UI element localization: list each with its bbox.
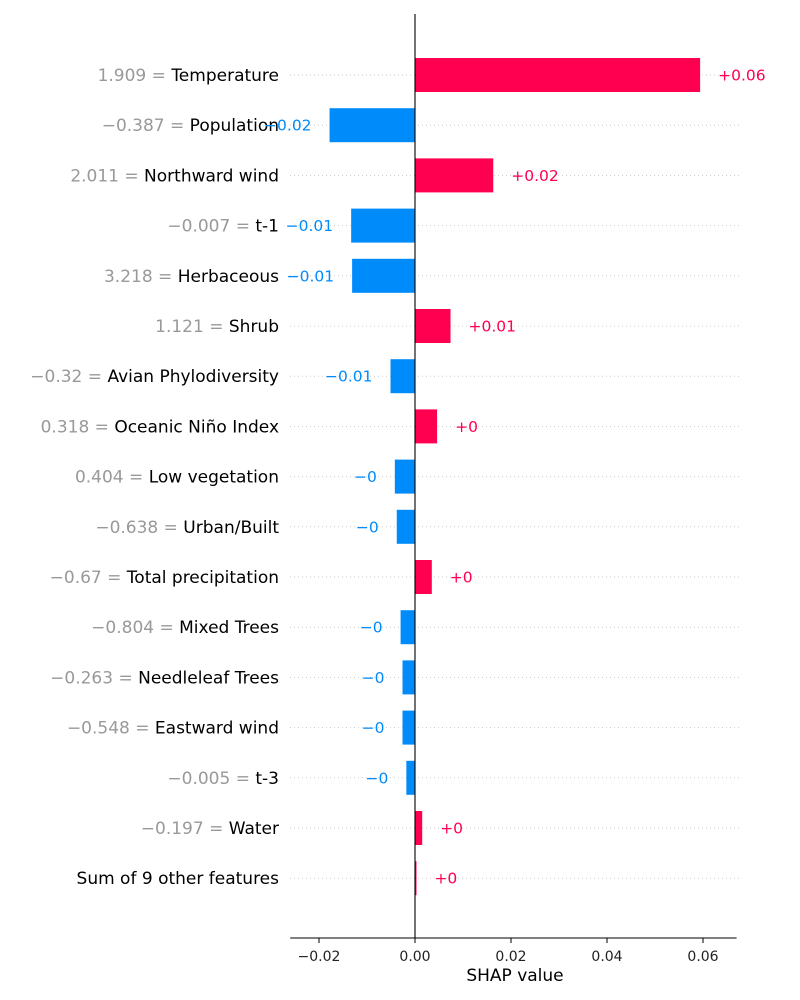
feature-label-6: 1.121 = Shrub (155, 317, 279, 337)
bar-3 (415, 158, 494, 193)
bar-14 (402, 710, 415, 745)
bar-value-label-14: −0 (362, 719, 385, 737)
x-tick-label: 0.00 (399, 949, 430, 965)
bar-2 (329, 108, 415, 143)
bar-value-label-6: +0.01 (469, 318, 517, 336)
feature-name: Urban/Built (183, 518, 279, 538)
bar-value-label-17: +0 (434, 870, 457, 888)
feature-name: Population (190, 116, 279, 136)
feature-name: Avian Phylodiversity (107, 367, 279, 387)
x-axis-title: SHAP value (466, 966, 563, 986)
feature-value: −0.548 = (67, 719, 155, 739)
bar-value-labels: +0.06 −0.02 +0.02 −0.01 −0.01 +0.01 −0.01 +0 −0 −… (264, 67, 766, 888)
feature-value: −0.197 = (141, 819, 229, 839)
bar-value-label-1: +0.06 (718, 67, 766, 85)
feature-label-13: −0.263 = Needleleaf Trees (50, 668, 279, 688)
feature-name: t-3 (255, 769, 279, 789)
bar-value-label-16: +0 (440, 820, 463, 838)
feature-label-8: 0.318 = Oceanic Niño Index (41, 417, 279, 437)
bar-4 (351, 208, 415, 243)
feature-name: Low vegetation (149, 468, 279, 488)
feature-label-17: Sum of 9 other features (77, 869, 280, 889)
bar-6 (415, 309, 451, 343)
bar-value-label-10: −0 (356, 518, 379, 536)
bar-17 (415, 861, 417, 896)
feature-value: −0.67 = (50, 568, 127, 588)
feature-value: 1.909 = (98, 66, 172, 86)
bar-value-label-8: +0 (455, 418, 478, 436)
feature-name: Shrub (229, 317, 279, 337)
feature-name: Mixed Trees (179, 618, 279, 638)
feature-name: Total precipitation (126, 568, 279, 588)
feature-label-3: 2.011 = Northward wind (70, 166, 279, 186)
bar-16 (415, 811, 423, 845)
bar-5 (352, 258, 415, 293)
feature-label-15: −0.005 = t-3 (167, 769, 279, 789)
feature-value: −0.005 = (167, 769, 255, 789)
feature-value: −0.007 = (167, 217, 255, 237)
bars (329, 58, 701, 896)
feature-label-2: −0.387 = Population (102, 116, 279, 136)
feature-label-12: −0.804 = Mixed Trees (91, 618, 279, 638)
bar-value-label-9: −0 (354, 468, 377, 486)
feature-value: 1.121 = (155, 317, 229, 337)
bar-9 (394, 459, 415, 494)
feature-label-14: −0.548 = Eastward wind (67, 719, 279, 739)
bar-12 (400, 610, 415, 645)
feature-label-7: −0.32 = Avian Phylodiversity (30, 367, 279, 387)
bar-value-label-12: −0 (360, 619, 383, 637)
x-axis: −0.02 0.00 0.02 0.04 0.06 (290, 937, 737, 965)
feature-label-11: −0.67 = Total precipitation (50, 568, 279, 588)
feature-value: 2.011 = (70, 166, 144, 186)
feature-name: Oceanic Niño Index (114, 417, 279, 437)
bar-value-label-2: −0.02 (264, 117, 312, 135)
bar-value-label-4: −0.01 (286, 217, 334, 235)
feature-value: −0.32 = (30, 367, 107, 387)
feature-name: Water (229, 819, 279, 839)
x-tick-label: 0.04 (591, 949, 622, 965)
feature-label-1: 1.909 = Temperature (98, 66, 279, 86)
feature-value: −0.804 = (91, 618, 179, 638)
feature-labels: 1.909 = Temperature −0.387 = Population 2.… (30, 66, 279, 889)
bar-value-label-13: −0 (362, 669, 385, 687)
feature-name: Sum of 9 other features (77, 869, 280, 889)
bar-8 (415, 409, 438, 444)
bar-value-label-5: −0.01 (287, 267, 335, 285)
feature-name: t-1 (255, 217, 279, 237)
feature-value: −0.387 = (102, 116, 190, 136)
feature-name: Temperature (170, 66, 279, 86)
row-guide-lines (290, 74, 742, 879)
bar-11 (415, 560, 432, 594)
feature-label-10: −0.638 = Urban/Built (95, 518, 279, 538)
x-tick-label: −0.02 (298, 949, 341, 965)
feature-label-9: 0.404 = Low vegetation (75, 468, 279, 488)
feature-value: −0.638 = (95, 518, 183, 538)
feature-name: Northward wind (144, 166, 279, 186)
feature-name: Herbaceous (178, 267, 279, 287)
feature-value: 0.404 = (75, 468, 149, 488)
feature-label-4: −0.007 = t-1 (167, 217, 279, 237)
feature-label-16: −0.197 = Water (141, 819, 279, 839)
bar-value-label-15: −0 (366, 769, 389, 787)
bar-7 (390, 359, 415, 394)
feature-name: Needleleaf Trees (138, 668, 279, 688)
feature-value: −0.263 = (50, 668, 138, 688)
bar-value-label-11: +0 (450, 569, 473, 587)
bar-10 (396, 509, 415, 544)
feature-label-5: 3.218 = Herbaceous (104, 267, 279, 287)
bar-1 (415, 58, 701, 92)
bar-value-label-7: −0.01 (325, 368, 373, 386)
bar-15 (406, 760, 415, 795)
x-tick-label: 0.06 (687, 949, 718, 965)
bar-value-label-3: +0.02 (511, 167, 559, 185)
feature-value: 3.218 = (104, 267, 178, 287)
feature-value: 0.318 = (41, 417, 115, 437)
feature-name: Eastward wind (155, 719, 279, 739)
x-tick-label: 0.02 (495, 949, 526, 965)
bar-13 (402, 660, 415, 695)
